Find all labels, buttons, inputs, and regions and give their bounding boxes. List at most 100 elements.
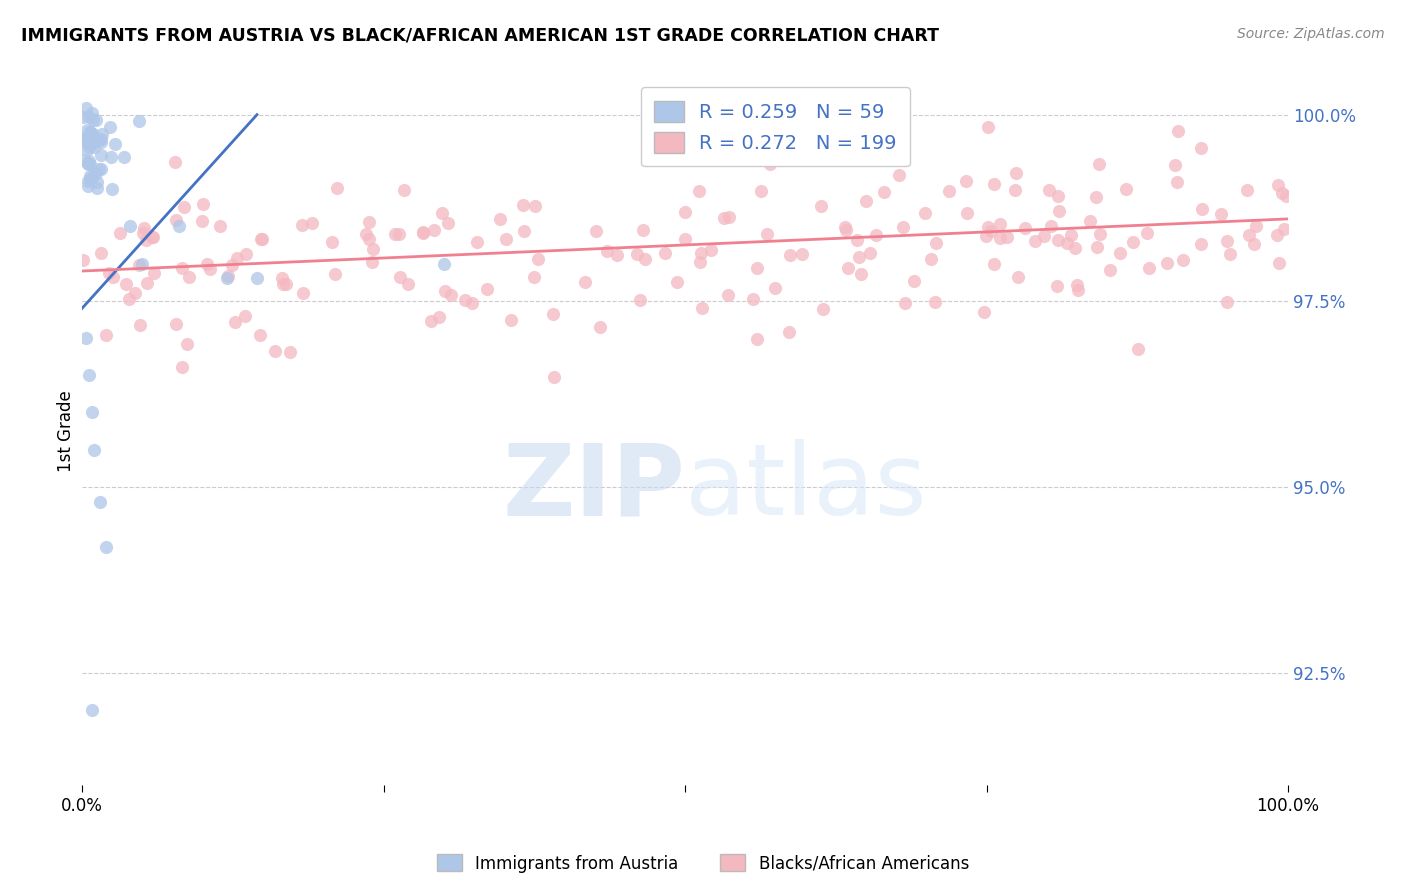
Point xyxy=(1189,236,1212,251)
Point xyxy=(143,266,166,280)
Point xyxy=(1137,261,1160,276)
Point xyxy=(363,243,385,257)
Point xyxy=(173,200,195,214)
Point xyxy=(974,229,997,244)
Point xyxy=(633,252,655,266)
Point xyxy=(1126,342,1149,356)
Point xyxy=(76,178,98,193)
Point xyxy=(76,143,98,157)
Point xyxy=(179,269,201,284)
Point xyxy=(1246,219,1268,233)
Point xyxy=(96,540,118,554)
Point xyxy=(89,132,111,146)
Point xyxy=(666,275,689,289)
Point xyxy=(543,369,565,384)
Point xyxy=(846,233,869,247)
Point xyxy=(388,227,411,241)
Point xyxy=(176,337,198,351)
Point xyxy=(988,217,1011,231)
Point xyxy=(956,205,979,219)
Point xyxy=(72,133,94,147)
Point xyxy=(77,157,100,171)
Point xyxy=(606,247,628,261)
Point xyxy=(112,150,135,164)
Point xyxy=(166,317,188,331)
Y-axis label: 1st Grade: 1st Grade xyxy=(58,390,75,472)
Point xyxy=(1084,190,1107,204)
Point xyxy=(1047,188,1070,202)
Point xyxy=(80,137,103,152)
Point xyxy=(673,232,696,246)
Point xyxy=(323,268,346,282)
Point xyxy=(118,293,141,307)
Point xyxy=(692,301,714,316)
Point xyxy=(1166,175,1188,189)
Point xyxy=(412,226,434,240)
Point xyxy=(512,198,534,212)
Point xyxy=(90,162,112,177)
Point xyxy=(215,271,238,285)
Point xyxy=(72,253,94,268)
Point xyxy=(433,256,456,270)
Point xyxy=(224,315,246,329)
Point xyxy=(82,127,104,141)
Text: ZIP: ZIP xyxy=(502,439,685,536)
Point xyxy=(79,126,101,140)
Point xyxy=(454,293,477,307)
Point xyxy=(717,288,740,302)
Point xyxy=(865,228,887,243)
Point xyxy=(524,199,547,213)
Point xyxy=(356,227,378,241)
Point xyxy=(384,227,406,241)
Point xyxy=(461,296,484,310)
Point xyxy=(195,256,218,270)
Point xyxy=(132,226,155,240)
Point xyxy=(170,261,193,276)
Point xyxy=(167,219,190,234)
Point xyxy=(891,219,914,234)
Point xyxy=(1115,182,1137,196)
Point xyxy=(80,703,103,717)
Point xyxy=(1088,227,1111,241)
Point xyxy=(501,313,523,327)
Point xyxy=(1066,283,1088,297)
Point xyxy=(848,250,870,264)
Point xyxy=(1088,157,1111,171)
Point xyxy=(263,344,285,359)
Point xyxy=(675,205,697,219)
Point xyxy=(87,133,110,147)
Point xyxy=(759,156,782,170)
Point xyxy=(1216,234,1239,248)
Point xyxy=(273,277,295,292)
Point xyxy=(76,156,98,170)
Point xyxy=(1004,165,1026,179)
Point xyxy=(427,310,450,324)
Point xyxy=(628,293,651,308)
Point xyxy=(1007,270,1029,285)
Point xyxy=(83,442,105,457)
Point xyxy=(631,223,654,237)
Point xyxy=(465,235,488,250)
Point xyxy=(209,219,232,233)
Point xyxy=(859,245,882,260)
Point xyxy=(86,175,108,189)
Point xyxy=(1136,226,1159,240)
Point xyxy=(938,185,960,199)
Point xyxy=(1066,278,1088,293)
Point xyxy=(855,194,877,209)
Point xyxy=(357,215,380,229)
Point xyxy=(700,243,723,257)
Point xyxy=(90,148,112,162)
Point xyxy=(763,281,786,295)
Point xyxy=(124,286,146,301)
Point xyxy=(1024,234,1046,248)
Point xyxy=(80,405,103,419)
Text: Source: ZipAtlas.com: Source: ZipAtlas.com xyxy=(1237,27,1385,41)
Point xyxy=(321,235,343,250)
Point xyxy=(779,248,801,262)
Point xyxy=(101,182,124,196)
Point xyxy=(526,252,548,266)
Point xyxy=(79,157,101,171)
Point xyxy=(717,210,740,224)
Point xyxy=(191,197,214,211)
